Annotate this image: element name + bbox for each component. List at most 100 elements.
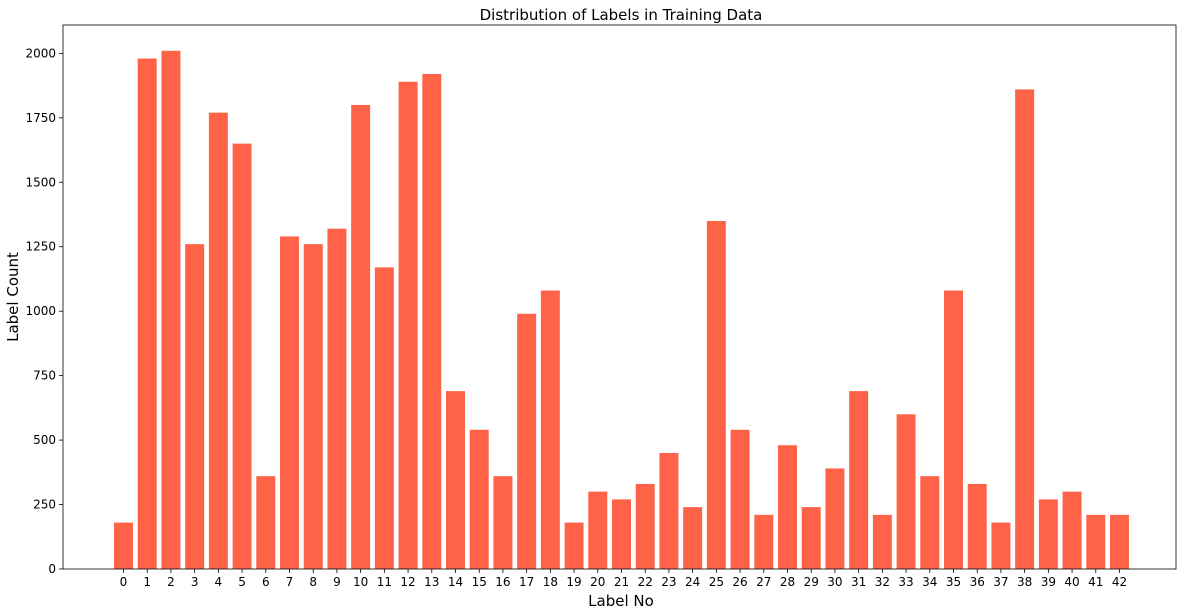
bar-6 (256, 476, 276, 569)
bar-14 (446, 391, 465, 569)
x-tick-label-6: 6 (262, 575, 270, 589)
x-tick-label-19: 19 (566, 575, 581, 589)
x-tick-label-26: 26 (732, 575, 747, 589)
x-tick-label-13: 13 (424, 575, 439, 589)
bar-13 (422, 73, 442, 570)
x-tick-label-12: 12 (400, 575, 415, 589)
bar-41 (1086, 514, 1106, 569)
y-tick-label-1500: 1500 (25, 175, 56, 189)
y-tick-label-500: 500 (33, 433, 56, 447)
x-axis-label: Label No (588, 592, 654, 610)
bar-20 (588, 491, 608, 569)
bar-16 (493, 476, 513, 569)
bar-19 (564, 522, 584, 569)
bar-27 (754, 514, 774, 569)
y-tick-label-750: 750 (33, 369, 56, 383)
x-tick-label-10: 10 (353, 575, 368, 589)
bar-33 (896, 414, 916, 569)
bar-10 (351, 104, 371, 570)
bar-3 (185, 244, 205, 569)
bar-38 (1015, 89, 1035, 569)
x-tick-label-7: 7 (286, 575, 294, 589)
x-tick-label-0: 0 (120, 575, 128, 589)
x-tick-label-25: 25 (709, 575, 724, 589)
y-axis-label: Label Count (4, 252, 22, 342)
x-tick-label-15: 15 (472, 575, 487, 589)
x-tick-label-4: 4 (215, 575, 223, 589)
x-tick-label-3: 3 (191, 575, 199, 589)
x-tick-label-35: 35 (946, 575, 961, 589)
x-tick-label-17: 17 (519, 575, 534, 589)
bars-group (114, 50, 1129, 570)
x-tick-label-23: 23 (661, 575, 676, 589)
bar-23 (659, 452, 679, 569)
x-tick-label-1: 1 (143, 575, 151, 589)
bar-32 (872, 514, 892, 569)
x-tick-label-37: 37 (993, 575, 1008, 589)
plot-frame (62, 24, 1177, 570)
chart-title: Distribution of Labels in Training Data (480, 6, 763, 24)
x-tick-label-8: 8 (309, 575, 317, 589)
x-tick-label-32: 32 (875, 575, 890, 589)
x-tick-label-33: 33 (898, 575, 913, 589)
bar-0 (114, 522, 133, 569)
x-tick-label-30: 30 (827, 575, 842, 589)
bar-29 (801, 507, 821, 569)
bar-34 (920, 476, 940, 569)
bar-11 (374, 267, 394, 569)
bar-24 (683, 507, 703, 569)
x-tick-label-11: 11 (377, 575, 392, 589)
x-tick-label-18: 18 (543, 575, 558, 589)
x-tick-label-34: 34 (922, 575, 937, 589)
bar-37 (991, 522, 1011, 569)
axes-group (62, 24, 1177, 570)
bar-40 (1062, 491, 1082, 569)
bar-9 (327, 228, 347, 569)
x-tick-label-5: 5 (238, 575, 246, 589)
bar-2 (161, 50, 181, 569)
bar-17 (517, 313, 537, 569)
x-tick-label-38: 38 (1017, 575, 1032, 589)
bar-35 (944, 290, 963, 569)
bar-1 (137, 58, 157, 570)
x-tick-label-40: 40 (1064, 575, 1079, 589)
x-tick-label-29: 29 (804, 575, 819, 589)
y-tick-label-250: 250 (33, 498, 56, 512)
bar-21 (612, 499, 631, 569)
x-tick-label-22: 22 (638, 575, 653, 589)
bar-42 (1110, 514, 1129, 569)
x-tick-label-28: 28 (780, 575, 795, 589)
x-tick-label-2: 2 (167, 575, 175, 589)
x-tick-label-9: 9 (333, 575, 341, 589)
x-tick-label-42: 42 (1112, 575, 1127, 589)
y-tick-label-1000: 1000 (25, 304, 56, 318)
bar-4 (208, 112, 228, 569)
bar-12 (398, 81, 418, 569)
y-tick-label-1250: 1250 (25, 240, 56, 254)
bar-39 (1038, 499, 1058, 569)
bar-25 (706, 220, 726, 569)
bar-30 (825, 468, 845, 569)
x-tick-label-31: 31 (851, 575, 866, 589)
bar-5 (232, 143, 252, 569)
y-tick-label-2000: 2000 (25, 46, 56, 60)
x-tick-label-20: 20 (590, 575, 605, 589)
x-tick-label-36: 36 (970, 575, 985, 589)
bar-18 (540, 290, 560, 569)
x-tick-label-41: 41 (1088, 575, 1103, 589)
bar-7 (280, 236, 299, 569)
y-tick-label-1750: 1750 (25, 111, 56, 125)
x-tick-label-24: 24 (685, 575, 700, 589)
bar-36 (967, 483, 987, 569)
bar-28 (778, 445, 797, 569)
y-tick-label-0: 0 (48, 562, 56, 576)
bar-8 (303, 244, 323, 569)
bar-26 (730, 429, 750, 569)
bar-31 (849, 391, 869, 569)
x-tick-label-39: 39 (1041, 575, 1056, 589)
bar-22 (635, 483, 655, 569)
x-tick-label-16: 16 (495, 575, 510, 589)
x-tick-label-27: 27 (756, 575, 771, 589)
